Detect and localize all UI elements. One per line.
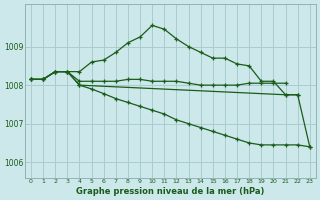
X-axis label: Graphe pression niveau de la mer (hPa): Graphe pression niveau de la mer (hPa) bbox=[76, 187, 265, 196]
